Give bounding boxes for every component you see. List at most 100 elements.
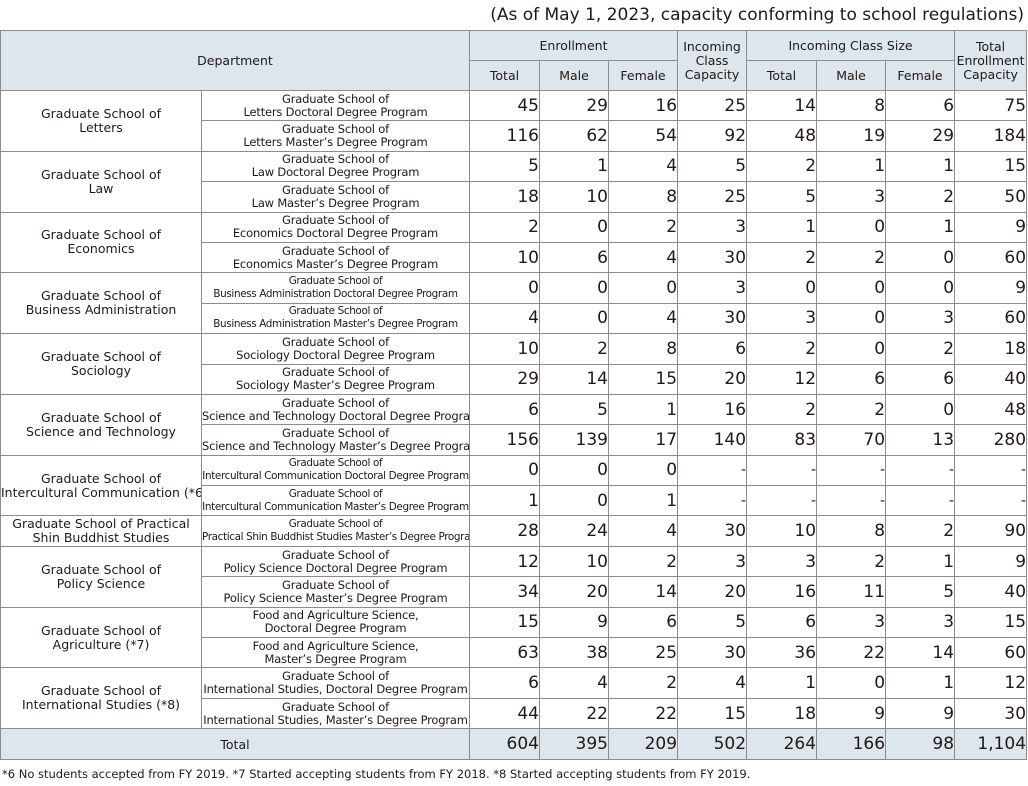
enrollment-total-cell: 34 [469,576,540,608]
total-capacity-header: Total Enrollment Capacity [954,30,1028,91]
incoming-female-cell: 2 [885,333,956,365]
incoming-total-cell: 2 [746,150,818,183]
total-capacity-cell: 40 [954,363,1028,395]
enrollment-total-cell: 10 [469,241,540,274]
incoming-total-cell: 6 [746,606,818,639]
incoming-female-cell: 5 [885,576,956,608]
enrollment-total-cell: 4 [469,302,540,335]
table-row: Graduate School of Law Graduate School of L… [0,150,1028,213]
total-capacity-cell: 60 [954,637,1028,669]
incoming-male-cell: 8 [816,515,887,547]
program-name: Graduate School of Science and Technology… [201,424,470,456]
enrollment-male-cell: 5 [539,393,609,426]
incoming-male-cell: 19 [816,120,887,152]
enrollment-male-cell: 4 [539,667,609,699]
incoming-male-cell: 0 [816,333,887,365]
incoming-total-cell: 2 [746,333,818,365]
table-row: Graduate School of Agriculture (*7) Food a… [0,606,1028,669]
school-name: Graduate School of Intercultural Communic… [0,454,202,517]
enrollment-female-cell: 4 [607,241,679,274]
incoming-capacity-cell: 30 [677,637,748,669]
program-name: Graduate School of Sociology Master’s Deg… [201,363,470,395]
enrollment-total-cell: 18 [469,181,540,213]
total-capacity-cell: 75 [954,89,1028,122]
table-row: Graduate School of Intercultural Communic… [0,454,1028,517]
incoming-capacity-cell: 25 [677,89,748,122]
total-capacity-cell: 30 [954,697,1028,730]
table-row: Graduate School of Sociology Master’s Deg… [1,363,1028,395]
program-name: Food and Agriculture Science, Doctoral De… [201,606,470,639]
incoming-female-header: Female [885,60,956,91]
incoming-total-cell: 1 [746,667,818,699]
total-capacity-cell: 18 [954,333,1028,365]
incoming-male-cell: 0 [816,667,887,699]
incoming-capacity-cell: 6 [677,333,748,365]
enrollment-male-cell: 0 [539,211,609,243]
enrollment-female-cell: 4 [607,302,679,335]
table-header: Department Enrollment Incoming Class Cap… [0,30,1028,91]
enrollment-total-cell: 44 [469,697,540,730]
enrollment-total-cell: 15 [469,606,540,639]
incoming-female-cell: 1 [885,150,956,183]
table-row: Graduate School of Intercultural Communic… [1,485,1028,517]
enrollment-table: Department Enrollment Incoming Class Cap… [0,30,1028,761]
total-enrollment-female: 209 [607,728,679,761]
enrollment-male-cell: 29 [539,89,609,122]
incoming-female-cell: 0 [885,241,956,274]
incoming-male-cell: 2 [816,241,887,274]
total-incoming-male: 166 [816,728,887,761]
total-capacity-cell: - [954,454,1028,487]
enrollment-female-cell: 0 [607,454,679,487]
total-capacity-cell: 9 [954,272,1028,304]
incoming-female-cell: 29 [885,120,956,152]
enrollment-female-header: Female [607,60,679,91]
enrollment-male-cell: 10 [539,545,609,578]
table-row: Food and Agriculture Science, Master’s De… [1,637,1028,669]
incoming-female-cell: 3 [885,606,956,639]
enrollment-male-cell: 9 [539,606,609,639]
incoming-total-cell: 3 [746,545,818,578]
table-row: Graduate School of Policy Science Master’… [1,576,1028,608]
incoming-total-cell: 12 [746,363,818,395]
school-name: Graduate School of Policy Science [0,545,202,608]
program-name: Graduate School of Intercultural Communic… [201,485,470,517]
enrollment-total-cell: 28 [469,515,540,547]
enrollment-total-cell: 6 [469,393,540,426]
school-name: Graduate School of Economics [0,211,202,274]
incoming-capacity-cell: 20 [677,576,748,608]
incoming-female-cell: 1 [885,211,956,243]
incoming-female-cell: 9 [885,697,956,730]
enrollment-female-cell: 15 [607,363,679,395]
enrollment-female-cell: 6 [607,606,679,639]
program-name: Graduate School of Business Administratio… [201,272,470,304]
incoming-capacity-cell: 140 [677,424,748,456]
enrollment-female-cell: 4 [607,515,679,547]
enrollment-female-cell: 8 [607,333,679,365]
table-row: Graduate School of Letters Graduate School… [0,89,1028,152]
incoming-total-cell: - [746,454,818,487]
enrollment-female-cell: 54 [607,120,679,152]
incoming-female-cell: 2 [885,515,956,547]
enrollment-total-cell: 6 [469,667,540,699]
incoming-male-cell: 11 [816,576,887,608]
school-name: Graduate School of Science and Technology [0,393,202,456]
table-row: Graduate School of International Studies … [0,667,1028,730]
total-capacity-cell: 280 [954,424,1028,456]
enrollment-female-cell: 2 [607,667,679,699]
enrollment-total-cell: 0 [469,454,540,487]
incoming-male-cell: 9 [816,697,887,730]
enrollment-total-cell: 5 [469,150,540,183]
incoming-total-cell: 36 [746,637,818,669]
total-incoming-female: 98 [885,728,956,761]
program-name: Graduate School of International Studies,… [201,667,470,699]
incoming-capacity-cell: 15 [677,697,748,730]
incoming-male-cell: - [816,454,887,487]
school-name: Graduate School of Business Administratio… [0,272,202,335]
enrollment-total-cell: 156 [469,424,540,456]
incoming-total-cell: 3 [746,302,818,335]
incoming-capacity-cell: 3 [677,545,748,578]
incoming-capacity-cell: 92 [677,120,748,152]
table-row: Graduate School of Business Administratio… [0,272,1028,335]
program-name: Graduate School of Law Master’s Degree Pr… [201,181,470,213]
incoming-total-cell: 18 [746,697,818,730]
